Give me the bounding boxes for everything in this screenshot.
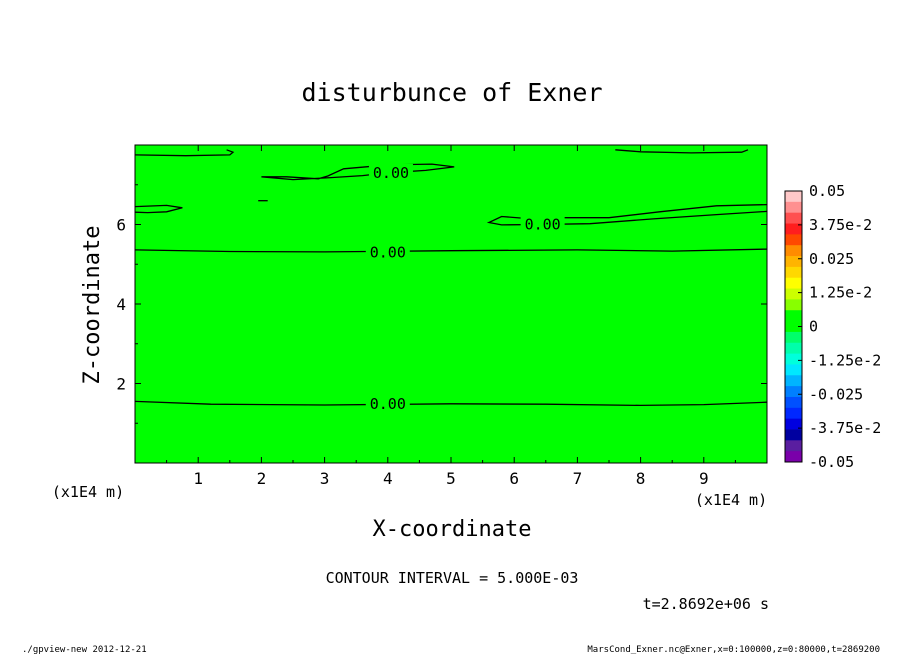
colorbar-label: 3.75e-2	[809, 216, 872, 234]
x-unit-label-right: (x1E4 m)	[695, 491, 767, 509]
contour-label-bg	[365, 395, 410, 413]
colorbar-swatch	[785, 288, 802, 300]
x-tick-label: 3	[320, 469, 330, 488]
colorbar-swatch	[785, 310, 802, 322]
colorbar-label: -1.25e-2	[809, 351, 881, 369]
colorbar-swatch	[785, 342, 802, 354]
colorbar-swatch	[785, 234, 802, 246]
x-tick-label: 7	[573, 469, 583, 488]
plot-area: 0.00 0.00 0.00 0.00 1 2 3 4 5 6 7 8 9 2 4 6	[116, 144, 768, 488]
colorbar-swatch	[785, 375, 802, 387]
colorbar-label: -3.75e-2	[809, 419, 881, 437]
colorbar-swatch	[785, 277, 802, 289]
y-tick-label: 4	[116, 295, 126, 314]
x-axis-label: X-coordinate	[373, 517, 532, 542]
contour-lines: 0.00 0.00 0.00 0.00	[134, 149, 768, 413]
x-tick-label: 4	[383, 469, 393, 488]
y-tick-label: 2	[116, 375, 126, 394]
colorbar-swatch	[785, 321, 802, 333]
colorbar-swatch	[785, 299, 802, 311]
x-tick-label: 8	[636, 469, 646, 488]
colorbar-label: -0.05	[809, 453, 854, 471]
colorbar-swatch	[785, 396, 802, 409]
contour-line	[134, 400, 768, 407]
colorbar-swatch	[785, 440, 802, 452]
x-tick-label: 1	[193, 469, 203, 488]
contour-interval-text: CONTOUR INTERVAL = 5.000E-03	[326, 569, 579, 587]
colorbar-swatch	[785, 407, 802, 420]
colorbar-label: 0	[809, 318, 818, 336]
contour-line	[134, 204, 183, 214]
contour-line	[615, 149, 749, 154]
contour-label-bg	[368, 163, 413, 181]
y-ticks: 2 4 6	[116, 184, 767, 424]
colorbar-swatch	[785, 223, 802, 235]
colorbar: 0.05 3.75e-2 0.025 1.25e-2 0 -1.25e-2 -0.025 -3…	[784, 182, 881, 471]
contour-label: 0.00	[525, 216, 561, 234]
x-unit-label-left: (x1E4 m)	[52, 483, 124, 501]
y-axis-label: Z-coordinate	[80, 226, 105, 385]
colorbar-swatch	[785, 429, 802, 441]
field-fill	[135, 145, 767, 463]
colorbar-swatch	[785, 201, 802, 214]
colorbar-swatch	[785, 353, 802, 365]
contour-label-bg	[520, 215, 565, 233]
contour-line	[134, 149, 235, 157]
colorbar-swatch	[785, 191, 802, 203]
x-tick-label: 6	[509, 469, 519, 488]
contour-label: 0.00	[370, 395, 406, 413]
colorbar-swatch	[785, 364, 802, 376]
colorbar-swatch	[785, 245, 802, 257]
x-tick-label: 9	[699, 469, 709, 488]
x-tick-label: 2	[257, 469, 267, 488]
colorbar-swatch	[785, 386, 802, 398]
colorbar-swatch	[785, 331, 802, 344]
colorbar-swatch	[785, 212, 802, 224]
contour-label: 0.00	[370, 243, 406, 261]
colorbar-label: 1.25e-2	[809, 284, 872, 302]
contour-label-bg	[365, 243, 410, 261]
footer-left: ./gpview-new 2012-12-21	[22, 645, 147, 654]
time-text: t=2.8692e+06 s	[643, 595, 769, 613]
colorbar-swatch	[785, 266, 802, 279]
contour-line	[261, 163, 455, 181]
contour-label: 0.00	[373, 164, 409, 182]
colorbar-swatch	[785, 418, 802, 430]
contour-line	[134, 248, 768, 253]
colorbar-swatch	[785, 256, 802, 268]
colorbar-label: -0.025	[809, 385, 863, 403]
x-tick-label: 5	[446, 469, 456, 488]
y-tick-label: 6	[116, 216, 126, 235]
x-ticks: 1 2 3 4 5 6 7 8 9	[166, 145, 736, 488]
contour-line	[486, 203, 768, 226]
chart-title: disturbunce of Exner	[301, 78, 602, 107]
colorbar-swatch	[785, 451, 802, 463]
colorbar-label: 0.025	[809, 250, 854, 268]
colorbar-label: 0.05	[809, 182, 845, 200]
footer-right: MarsCond_Exner.nc@Exner,x=0:100000,z=0:8…	[587, 645, 880, 654]
